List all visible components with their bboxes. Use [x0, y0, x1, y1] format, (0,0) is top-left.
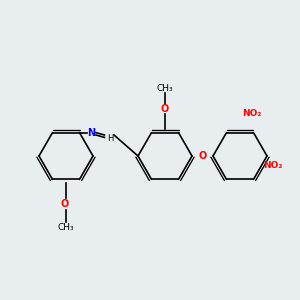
Text: NO₂: NO₂: [263, 160, 283, 169]
Text: O: O: [161, 104, 169, 115]
Text: H: H: [107, 134, 114, 143]
Text: NO₂: NO₂: [242, 110, 262, 118]
Text: O: O: [60, 199, 69, 209]
Text: CH₃: CH₃: [157, 84, 173, 93]
Text: O: O: [198, 151, 207, 161]
Text: N: N: [87, 128, 96, 138]
Text: CH₃: CH₃: [58, 224, 74, 232]
